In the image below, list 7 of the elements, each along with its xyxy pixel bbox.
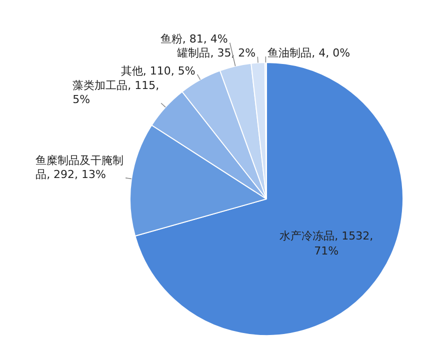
- slice-label: 罐制品, 35, 2%: [177, 46, 256, 60]
- slice-label: 水产冷冻品, 1532, 71%: [280, 230, 374, 258]
- slice-label: 鱼粉, 81, 4%: [160, 32, 228, 46]
- slice-label: 藻类加工品, 115, 5%: [72, 78, 160, 106]
- slice-label: 鱼油制品, 4, 0%: [268, 46, 350, 60]
- slice-label: 其他, 110, 5%: [120, 64, 196, 78]
- slice-label: 鱼糜制品及干腌制品, 292, 13%: [36, 154, 124, 181]
